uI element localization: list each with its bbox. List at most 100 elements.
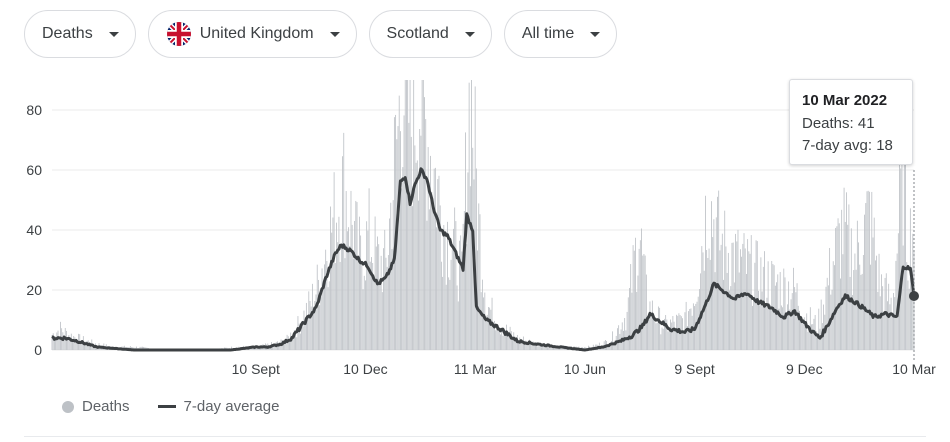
deaths-bar	[632, 245, 634, 350]
deaths-bar	[345, 191, 347, 350]
deaths-bar	[802, 322, 804, 350]
deaths-bar	[873, 217, 875, 350]
tooltip-deaths: Deaths: 41	[802, 114, 875, 132]
deaths-bar	[354, 220, 356, 350]
deaths-bar	[414, 145, 416, 350]
deaths-bar	[656, 322, 658, 350]
deaths-bar	[433, 168, 435, 350]
deaths-bar	[74, 337, 76, 350]
deaths-bar	[398, 95, 400, 351]
deaths-bar	[351, 224, 353, 350]
deaths-bar	[673, 321, 675, 350]
deaths-bar	[72, 340, 73, 350]
deaths-bar	[378, 244, 380, 350]
deaths-bar	[755, 240, 757, 350]
deaths-bar	[746, 273, 747, 350]
deaths-bar	[692, 303, 694, 350]
deaths-bar	[319, 305, 321, 350]
deaths-bar	[361, 263, 363, 350]
deaths-bar	[380, 255, 382, 350]
deaths-bar	[406, 80, 407, 350]
deaths-bar	[383, 248, 384, 350]
deaths-bar	[610, 341, 612, 350]
deaths-bar	[390, 202, 392, 350]
deaths-bar	[325, 249, 327, 350]
deaths-bar	[479, 214, 481, 350]
deaths-bar	[70, 333, 72, 350]
deaths-bar	[817, 333, 818, 350]
chart-tooltip: 10 Mar 2022 Deaths: 41 7-day avg: 18	[789, 79, 913, 165]
deaths-bar	[727, 252, 729, 350]
deaths-bar	[377, 236, 378, 350]
x-tick-label: 10 Jun	[564, 361, 606, 377]
metric-dropdown[interactable]: Deaths	[24, 10, 136, 58]
deaths-bar	[135, 346, 137, 350]
deaths-bar	[501, 330, 503, 350]
country-dropdown-label: United Kingdom	[199, 25, 314, 42]
deaths-bar	[444, 234, 446, 350]
deaths-bar	[299, 333, 301, 350]
deaths-bar	[397, 126, 399, 350]
deaths-bar	[626, 311, 628, 350]
deaths-bar	[469, 186, 471, 350]
deaths-bar	[829, 247, 831, 350]
deaths-bar	[421, 80, 423, 350]
deaths-bar	[836, 226, 838, 350]
deaths-bar	[644, 255, 646, 350]
deaths-bar	[707, 257, 709, 350]
deaths-bar	[512, 336, 513, 350]
deaths-bar	[844, 221, 846, 350]
deaths-bar	[379, 279, 381, 350]
y-tick-label: 40	[26, 222, 42, 238]
deaths-bar	[503, 330, 505, 350]
deaths-bar	[650, 316, 652, 350]
deaths-chart[interactable]: 0 20 40 60 80 10 Sept 10 Dec 11 Mar 10 Jun 9 Sep…	[0, 70, 950, 385]
deaths-bar	[825, 286, 827, 350]
deaths-bar	[685, 301, 687, 350]
deaths-bar	[57, 330, 59, 350]
deaths-bar	[448, 277, 450, 350]
deaths-bar	[363, 275, 365, 350]
deaths-bar	[442, 276, 444, 350]
deaths-bar	[81, 340, 83, 350]
deaths-bar	[805, 322, 806, 350]
deaths-bar	[709, 259, 711, 350]
deaths-bar	[861, 273, 863, 350]
deaths-bar	[906, 262, 908, 350]
deaths-bar	[832, 261, 834, 350]
hover-point	[909, 291, 919, 301]
deaths-bar	[449, 279, 451, 350]
deaths-bar	[744, 248, 746, 350]
deaths-bar	[907, 280, 909, 350]
deaths-bar	[649, 301, 651, 350]
deaths-bar	[855, 269, 857, 350]
uk-flag-icon	[166, 22, 191, 46]
deaths-bar	[871, 191, 873, 350]
deaths-bar	[538, 344, 540, 350]
deaths-bar	[657, 306, 659, 350]
country-dropdown[interactable]: United Kingdom	[147, 10, 357, 58]
deaths-bar	[371, 257, 372, 350]
deaths-bar	[84, 343, 85, 350]
deaths-bar	[545, 347, 547, 350]
deaths-bar	[308, 291, 310, 350]
deaths-bar	[337, 242, 339, 350]
deaths-bar	[633, 250, 635, 350]
deaths-bar	[279, 342, 281, 350]
region-dropdown[interactable]: Scotland	[368, 10, 492, 58]
deaths-bar	[455, 221, 457, 350]
deaths-bar	[287, 336, 289, 350]
deaths-bar	[485, 316, 487, 350]
time-range-dropdown[interactable]: All time	[503, 10, 618, 58]
deaths-bar	[393, 117, 395, 350]
deaths-bar	[643, 254, 645, 350]
deaths-bar	[315, 294, 317, 350]
deaths-bar	[283, 344, 284, 350]
deaths-bar	[748, 251, 750, 350]
deaths-bar	[895, 260, 897, 350]
deaths-bar	[732, 242, 734, 350]
deaths-bar	[142, 346, 143, 350]
deaths-bar	[771, 260, 773, 350]
deaths-bar	[909, 208, 911, 350]
deaths-bar	[662, 328, 664, 350]
